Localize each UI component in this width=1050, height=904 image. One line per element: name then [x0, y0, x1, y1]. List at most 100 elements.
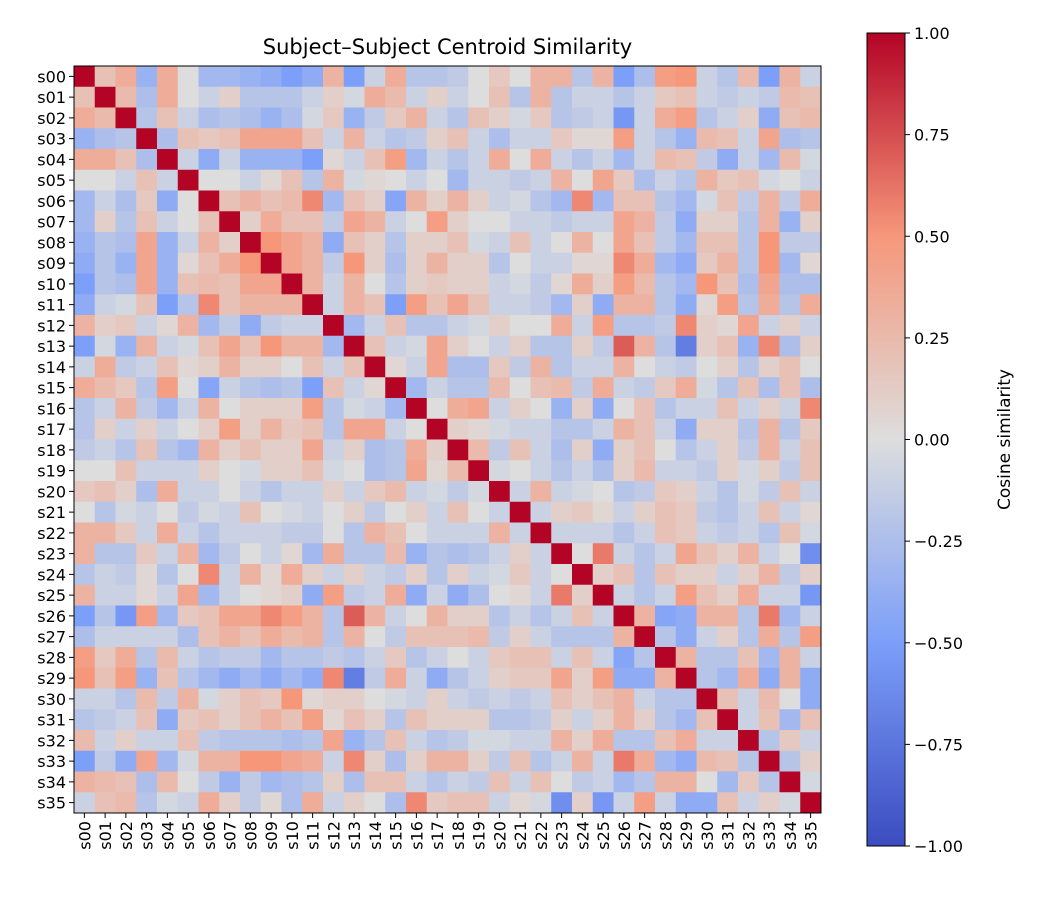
- heatmap-cell: [489, 398, 511, 420]
- heatmap-cell: [468, 647, 490, 669]
- heatmap-cell: [260, 501, 282, 523]
- x-tick-label: s01: [96, 821, 115, 850]
- heatmap-cell: [240, 543, 262, 565]
- heatmap-cell: [260, 169, 282, 191]
- heatmap-cell: [738, 667, 760, 689]
- heatmap-cell: [509, 86, 531, 108]
- heatmap-cell: [696, 232, 718, 254]
- heatmap-cell: [343, 418, 365, 440]
- heatmap-cell: [738, 335, 760, 357]
- heatmap-cell: [136, 149, 158, 171]
- heatmap-cell: [281, 398, 303, 420]
- heatmap-cell: [551, 543, 573, 565]
- heatmap-cell: [240, 626, 262, 648]
- heatmap-cell: [696, 522, 718, 544]
- heatmap-cell: [260, 273, 282, 295]
- x-tick-label: s29: [677, 821, 696, 850]
- heatmap-cell: [675, 211, 697, 233]
- heatmap-cell: [800, 730, 822, 752]
- heatmap-cell: [302, 232, 324, 254]
- heatmap-cell: [302, 252, 324, 274]
- heatmap-cell: [219, 169, 241, 191]
- heatmap-cell: [281, 605, 303, 627]
- heatmap-cell: [115, 481, 137, 503]
- heatmap-cell: [323, 294, 345, 316]
- heatmap-cell: [385, 315, 407, 337]
- heatmap-cell: [468, 107, 490, 129]
- heatmap-cell: [281, 667, 303, 689]
- heatmap-cell: [177, 335, 199, 357]
- heatmap-cell: [489, 232, 511, 254]
- heatmap-cell: [74, 377, 96, 399]
- heatmap-cell: [530, 543, 552, 565]
- heatmap-cell: [426, 128, 448, 150]
- heatmap-cell: [551, 335, 573, 357]
- heatmap-cell: [717, 460, 739, 482]
- heatmap-cell: [219, 709, 241, 731]
- heatmap-cell: [696, 273, 718, 295]
- heatmap-cell: [74, 190, 96, 212]
- heatmap-cell: [468, 398, 490, 420]
- heatmap-cell: [530, 584, 552, 606]
- heatmap-cell: [385, 605, 407, 627]
- heatmap-cell: [447, 750, 469, 772]
- heatmap-cell: [551, 377, 573, 399]
- heatmap-cell: [758, 709, 780, 731]
- heatmap-cell: [323, 107, 345, 129]
- heatmap-cell: [426, 211, 448, 233]
- x-tick-label: s04: [158, 821, 177, 850]
- heatmap-cell: [281, 626, 303, 648]
- heatmap-cell: [406, 730, 428, 752]
- heatmap-cell: [364, 501, 386, 523]
- heatmap-cell: [655, 252, 677, 274]
- heatmap-cell: [572, 771, 594, 793]
- heatmap-cell: [240, 294, 262, 316]
- heatmap-cell: [738, 86, 760, 108]
- heatmap-cell: [468, 149, 490, 171]
- heatmap-cell: [592, 377, 614, 399]
- heatmap-cell: [738, 730, 760, 752]
- y-tick-label: s16: [37, 399, 66, 418]
- heatmap-cell: [800, 190, 822, 212]
- heatmap-cell: [592, 564, 614, 586]
- heatmap-cell: [281, 481, 303, 503]
- heatmap-cell: [157, 273, 179, 295]
- heatmap-cell: [509, 252, 531, 274]
- heatmap-cell: [302, 730, 324, 752]
- heatmap-cell: [302, 460, 324, 482]
- heatmap-cell: [613, 211, 635, 233]
- heatmap-cell: [157, 543, 179, 565]
- heatmap-cell: [779, 335, 801, 357]
- heatmap-cell: [655, 149, 677, 171]
- heatmap-cell: [343, 481, 365, 503]
- heatmap-cell: [177, 107, 199, 129]
- heatmap-cell: [634, 481, 656, 503]
- y-tick-label: s25: [37, 586, 66, 605]
- heatmap-cell: [447, 688, 469, 710]
- heatmap-cell: [634, 211, 656, 233]
- heatmap-cell: [800, 647, 822, 669]
- heatmap-cell: [136, 398, 158, 420]
- heatmap-cell: [177, 315, 199, 337]
- heatmap-cell: [509, 501, 531, 523]
- heatmap-cell: [385, 584, 407, 606]
- heatmap-cell: [758, 605, 780, 627]
- heatmap-cell: [779, 688, 801, 710]
- heatmap-cell: [240, 211, 262, 233]
- heatmap-cell: [198, 335, 220, 357]
- heatmap-cell: [800, 315, 822, 337]
- heatmap-cell: [447, 86, 469, 108]
- heatmap-cell: [115, 169, 137, 191]
- heatmap-cell: [385, 273, 407, 295]
- heatmap-cell: [655, 107, 677, 129]
- heatmap-cell: [758, 522, 780, 544]
- heatmap-cell: [634, 792, 656, 814]
- heatmap-cell: [634, 605, 656, 627]
- heatmap-cell: [157, 501, 179, 523]
- heatmap-cell: [240, 709, 262, 731]
- heatmap-cell: [343, 86, 365, 108]
- heatmap-cell: [343, 169, 365, 191]
- heatmap-cell: [94, 335, 116, 357]
- heatmap-cell: [551, 647, 573, 669]
- heatmap-cell: [551, 190, 573, 212]
